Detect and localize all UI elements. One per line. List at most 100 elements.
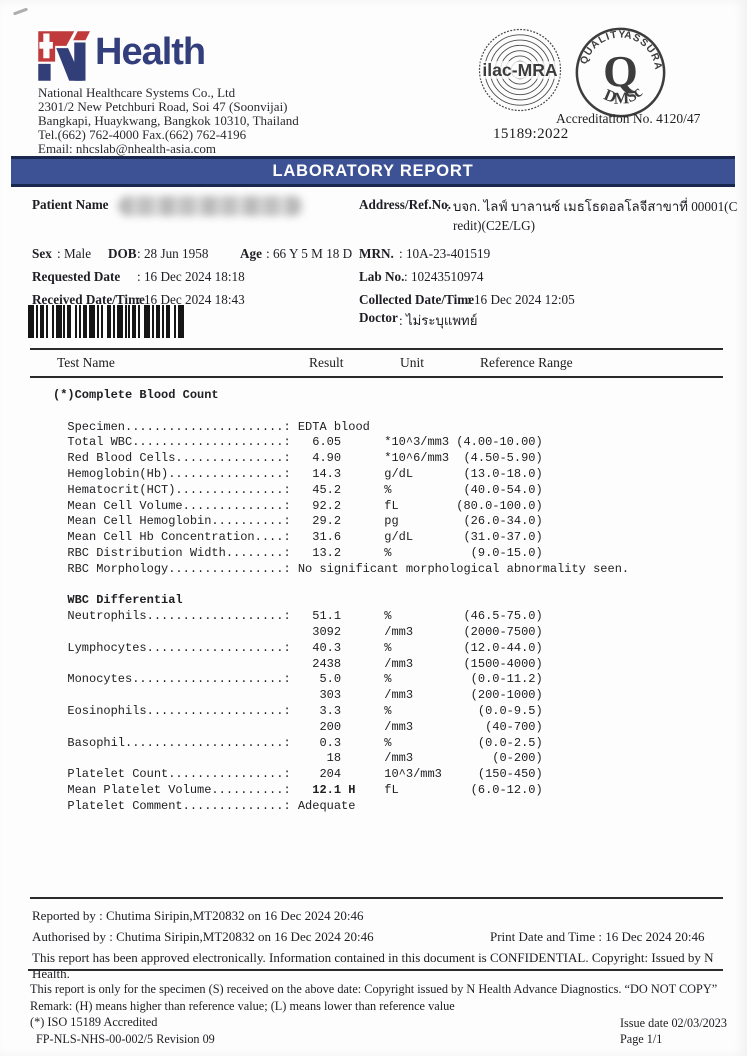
- sex-label: Sex: [32, 246, 52, 261]
- mrn-label: MRN.: [359, 246, 394, 261]
- mrn-value: : 10A-23-401519: [399, 246, 491, 261]
- report-row: Lymphocytes...................: 40.3 % (…: [53, 640, 543, 655]
- result-value: 40.3: [290, 640, 356, 655]
- lab-no-value: : 10243510974: [404, 269, 484, 284]
- company-info: National Healthcare Systems Co., Ltd 230…: [38, 86, 299, 156]
- result-value: 12.1 H: [290, 782, 356, 797]
- report-title-banner: LABORATORY REPORT: [11, 156, 735, 187]
- result-value: 13.2: [290, 545, 356, 560]
- result-value: 204: [290, 767, 356, 782]
- reported-by: Reported by : Chutima Siripin,MT20832 on…: [32, 908, 364, 923]
- column-header-result: Result: [309, 355, 344, 370]
- result-value: 29.2: [290, 514, 356, 529]
- quality-assurance-seal-icon: QUALITY ASSURANCE Q DMSc: [572, 24, 666, 118]
- company-email: Email: nhcslab@nhealth-asia.com: [38, 140, 217, 156]
- doctor-label: Doctor: [359, 310, 398, 325]
- report-row: RBC Distribution Width........: 13.2 % (…: [53, 545, 543, 560]
- report-row: Platelet Comment..............: Adequate: [53, 798, 356, 813]
- result-value: 18: [290, 751, 356, 766]
- scan-artifact: [12, 7, 29, 16]
- seal-q-letter: Q: [603, 46, 638, 96]
- iso-accredited-note: (*) ISO 15189 Accredited: [30, 1015, 158, 1029]
- result-value: 303: [290, 688, 356, 703]
- report-row: Mean Cell Hb Concentration....: 31.6 g/d…: [53, 530, 543, 545]
- age-value: : 66 Y 5 M 18 D: [266, 246, 353, 261]
- divider-footer-bottom: [28, 969, 723, 971]
- sex-value: : Male: [57, 246, 92, 261]
- company-phone: Tel.(662) 762-4000 Fax.(662) 762-4196: [38, 126, 247, 142]
- approved-note: This report has been approved electronic…: [32, 950, 714, 981]
- requested-date-label: Requested Date: [32, 269, 121, 284]
- report-row: Specimen......................: EDTA blo…: [53, 419, 370, 434]
- column-header-test-name: Test Name: [57, 355, 115, 370]
- report-row: 200 /mm3 (40-700): [290, 719, 543, 734]
- report-row: Red Blood Cells...............: 4.90 *10…: [53, 451, 543, 466]
- report-row: Mean Cell Hemoglobin..........: 29.2 pg …: [53, 514, 543, 529]
- received-date-label: Received Date/Time: [32, 292, 145, 307]
- divider-top: [30, 348, 723, 350]
- report-blank-line: [53, 404, 629, 420]
- report-row: Total WBC.....................: 6.05 *10…: [53, 435, 543, 450]
- divider-header-bottom: [30, 376, 723, 378]
- section-title: (*)Complete Blood Count: [53, 388, 219, 402]
- result-value: 3092: [290, 624, 356, 639]
- dob-label: DOB: [108, 246, 137, 261]
- ilac-seal-text: ilac-MRA: [482, 60, 558, 80]
- brand-name: Health: [95, 31, 206, 73]
- accreditation-number: Accreditation No. 4120/47: [556, 111, 701, 126]
- company-name: National Healthcare Systems Co., Ltd: [38, 85, 236, 100]
- column-header-reference-range: Reference Range: [480, 355, 573, 370]
- age-label: Age: [240, 246, 262, 261]
- report-row: Platelet Count................: 204 10^3…: [53, 767, 543, 782]
- iso-standard-number: 15189:2022: [493, 126, 569, 142]
- report-row: 2438 /mm3 (1500-4000): [290, 656, 543, 671]
- report-row: Eosinophils...................: 3.3 % (0…: [53, 703, 543, 718]
- specimen-note: This report is only for the specimen (S)…: [30, 982, 718, 996]
- report-body: (*)Complete Blood Count Specimen........…: [53, 388, 629, 815]
- result-value: 200: [290, 719, 356, 734]
- print-date-time: Print Date and Time : 16 Dec 2024 20:46: [490, 929, 705, 944]
- result-value: 45.2: [290, 482, 356, 497]
- section-title: WBC Differential: [53, 593, 183, 608]
- page-number: Page 1/1: [620, 1032, 663, 1046]
- report-row: Mean Platelet Volume..........: 12.1 H f…: [53, 782, 543, 797]
- collected-date-value: : 16 Dec 2024 12:05: [467, 292, 575, 307]
- ilac-mra-seal-icon: ilac-MRA: [478, 28, 562, 112]
- nhealth-logo-icon: [38, 31, 90, 81]
- report-row: Hematocrit(HCT)...............: 45.2 % (…: [53, 482, 543, 497]
- report-row: 303 /mm3 (200-1000): [290, 688, 543, 703]
- result-value: 3.3: [290, 703, 356, 718]
- report-row: Monocytes.....................: 5.0 % (0…: [53, 672, 543, 687]
- report-row: RBC Morphology................: No signi…: [53, 561, 630, 576]
- doctor-value: : ไม่ระบุแพทย์: [399, 313, 478, 328]
- received-date-value: : 16 Dec 2024 18:43: [137, 292, 245, 307]
- result-value: 6.05: [290, 435, 356, 450]
- report-row: Hemoglobin(Hb)................: 14.3 g/d…: [53, 466, 543, 481]
- result-value: 0.3: [290, 735, 356, 750]
- address-label: Address/Ref.No.: [359, 197, 452, 212]
- report-blank-line: [53, 578, 629, 594]
- report-title: LABORATORY REPORT: [272, 162, 474, 180]
- report-row: Basophil......................: 0.3 % (0…: [53, 735, 543, 750]
- report-row: 3092 /mm3 (2000-7500): [290, 624, 543, 639]
- issue-date: Issue date 02/03/2023: [620, 1016, 727, 1030]
- company-address-1: 2301/2 New Petchburi Road, Soi 47 (Soonv…: [38, 98, 288, 114]
- result-value: 31.6: [290, 530, 356, 545]
- lab-no-label: Lab No.: [359, 269, 405, 284]
- remark-note: Remark: (H) means higher than reference …: [30, 999, 455, 1013]
- requested-date-value: : 16 Dec 2024 18:18: [137, 269, 245, 284]
- collected-date-label: Collected Date/Time: [359, 292, 475, 307]
- divider-footer-top: [30, 897, 723, 899]
- result-value: 5.0: [290, 672, 356, 687]
- address-value-line2: redit)(C2E/LG): [453, 218, 536, 233]
- patient-name-redacted: [118, 196, 303, 216]
- report-row: Neutrophils...................: 51.1 % (…: [53, 609, 543, 624]
- result-value: 92.2: [290, 498, 356, 513]
- dob-value: : 28 Jun 1958: [137, 246, 209, 261]
- authorised-by: Authorised by : Chutima Siripin,MT20832 …: [32, 929, 374, 944]
- barcode: [28, 305, 186, 338]
- report-row: 18 /mm3 (0-200): [290, 751, 543, 766]
- result-value: 4.90: [290, 451, 356, 466]
- address-value-line1: : บจก. ไลฟ์ บาลานซ์ เมธโธดอลโลจีสาขาที่ …: [446, 199, 738, 214]
